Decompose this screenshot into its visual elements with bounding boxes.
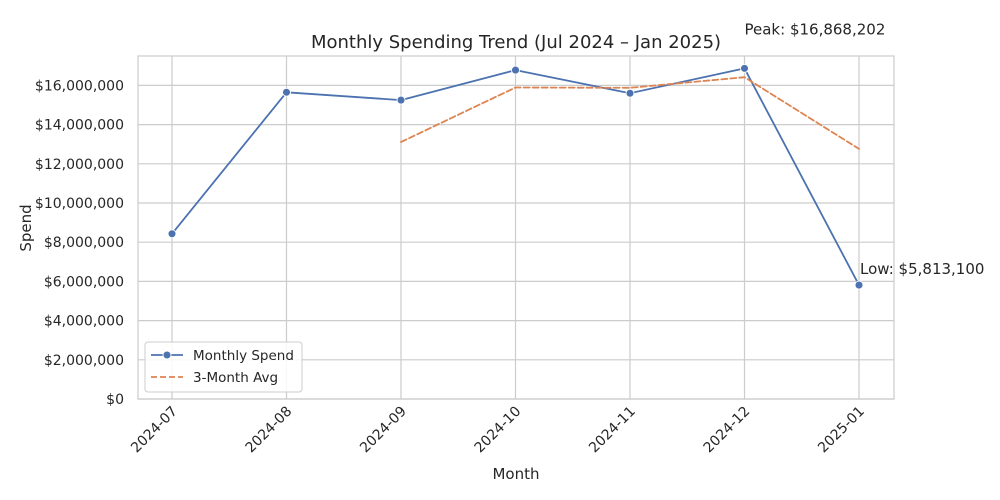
data-point (396, 95, 406, 105)
x-tick-label: 2025-01 (815, 404, 868, 457)
data-point (511, 65, 520, 75)
y-tick-labels: $0 $2,000,000 $4,000,000 $6,000,000 $8,000,0… (35, 78, 124, 408)
legend-label: 3-Month Avg (193, 370, 278, 386)
y-tick-label: $10,000,000 (35, 196, 124, 212)
y-tick-label: $14,000,000 (35, 118, 124, 134)
series-layer (167, 63, 864, 290)
peak-annotation: Peak: $16,868,202 (745, 20, 886, 38)
data-point (282, 87, 291, 97)
x-tick-label: 2024-10 (472, 404, 525, 457)
low-annotation: Low: $5,813,100 (860, 260, 984, 278)
data-point (167, 229, 177, 239)
data-point (740, 63, 749, 73)
y-tick-label: $6,000,000 (44, 274, 124, 290)
annotations: Peak: $16,868,202 Low: $5,813,100 (745, 20, 985, 278)
x-tick-label: 2024-08 (243, 404, 296, 457)
x-tick-label: 2024-09 (357, 404, 410, 457)
data-point (625, 88, 635, 98)
y-tick-label: $12,000,000 (35, 157, 124, 173)
y-tick-label: $2,000,000 (44, 353, 124, 369)
legend-marker (162, 350, 172, 360)
legend: Monthly Spend 3-Month Avg (144, 341, 303, 393)
y-tick-label: $0 (106, 392, 124, 408)
x-tick-label: 2024-07 (128, 404, 181, 457)
x-gridlines (171, 56, 860, 399)
series-line-three-month-avg (400, 76, 860, 150)
legend-box (144, 341, 303, 393)
x-axis-label: Month (492, 465, 539, 483)
y-tick-label: $8,000,000 (44, 235, 124, 251)
chart-title: Monthly Spending Trend (Jul 2024 – Jan 2… (311, 32, 721, 53)
data-point (854, 280, 864, 290)
x-tick-labels: 2024-07 2024-08 2024-09 2024-10 2024-11 2024-… (128, 404, 868, 457)
y-tick-label: $16,000,000 (35, 78, 124, 94)
x-tick-label: 2024-11 (586, 404, 639, 457)
legend-label: Monthly Spend (193, 348, 294, 364)
plot-area-frame (137, 55, 895, 400)
y-axis-label: Spend (17, 204, 35, 251)
y-tick-label: $4,000,000 (44, 314, 124, 330)
x-tick-label: 2024-12 (701, 404, 754, 457)
